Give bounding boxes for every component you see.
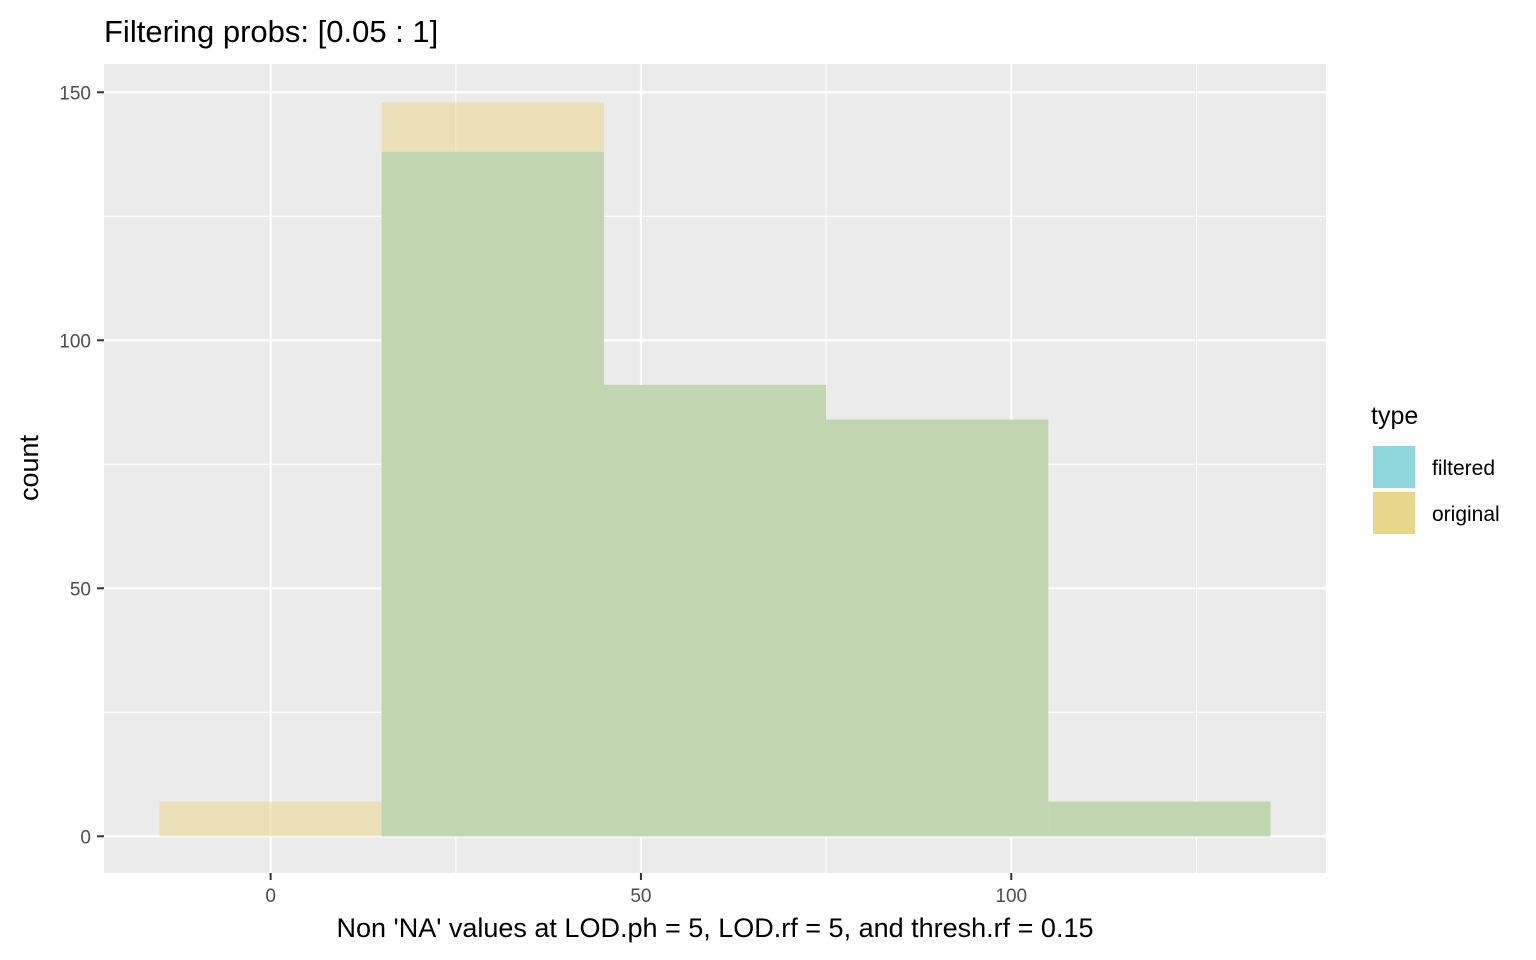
legend-key-original: [1371, 490, 1417, 536]
y-axis-title: count: [14, 434, 44, 501]
bar-original-4: [1048, 801, 1271, 837]
histogram-bars: [159, 102, 1271, 837]
legend-item-original: original: [1371, 490, 1500, 536]
legend-label-filtered: filtered: [1432, 457, 1495, 480]
legend-item-filtered: filtered: [1371, 444, 1495, 490]
y-axis: 0 50 100 150: [59, 83, 104, 848]
legend-label-original: original: [1432, 503, 1500, 526]
legend: type filtered original: [1371, 402, 1500, 536]
x-axis: 0 50 100: [265, 873, 1027, 907]
y-tick-label: 150: [59, 83, 91, 104]
bar-original-1: [381, 102, 604, 837]
y-tick-label: 0: [80, 827, 91, 848]
legend-key-filtered: [1371, 444, 1417, 490]
y-tick-label: 50: [70, 579, 91, 600]
x-tick-label: 0: [265, 886, 276, 907]
bar-original-2: [603, 384, 827, 837]
bar-original-0: [159, 801, 382, 837]
plot-title: Filtering probs: [0.05 : 1]: [104, 14, 438, 49]
x-axis-title: Non 'NA' values at LOD.ph = 5, LOD.rf = …: [337, 913, 1094, 943]
bar-original-3: [826, 419, 1049, 837]
x-tick-label: 50: [630, 886, 651, 907]
y-tick-label: 100: [59, 331, 91, 352]
legend-title: type: [1371, 402, 1418, 430]
x-tick-label: 100: [995, 886, 1027, 907]
